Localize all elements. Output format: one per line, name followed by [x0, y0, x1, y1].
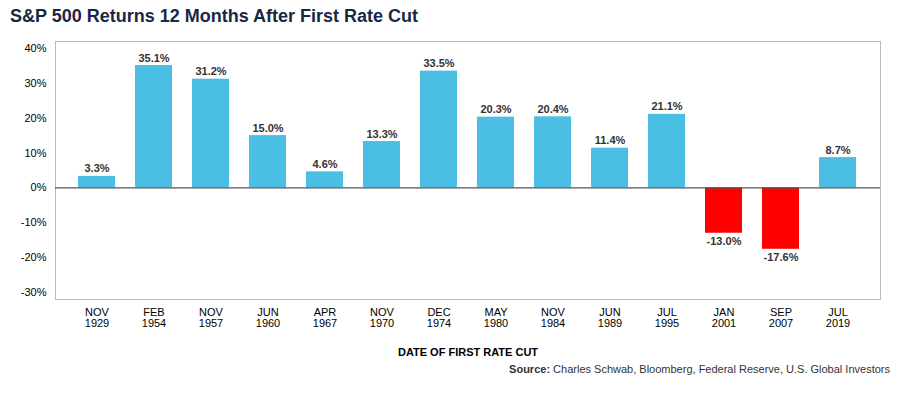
svg-text:0%: 0%: [31, 181, 47, 193]
svg-text:20.3%: 20.3%: [480, 103, 511, 115]
svg-text:-17.6%: -17.6%: [764, 251, 799, 263]
svg-text:11.4%: 11.4%: [595, 134, 626, 146]
svg-text:13.3%: 13.3%: [366, 128, 397, 140]
svg-text:NOV1984: NOV1984: [541, 306, 566, 329]
svg-text:-30%: -30%: [21, 286, 47, 298]
svg-text:DATE OF FIRST RATE CUT: DATE OF FIRST RATE CUT: [398, 346, 538, 358]
svg-text:JAN2001: JAN2001: [712, 306, 736, 329]
svg-text:NOV1957: NOV1957: [199, 306, 224, 329]
html-text:S&P 500 Returns 12 Months Afte: S&P 500 Returns 12 Months After First Ra…: [10, 6, 419, 26]
svg-text:DEC1974: DEC1974: [427, 306, 451, 329]
svg-text:15.0%: 15.0%: [252, 122, 283, 134]
svg-text:8.7%: 8.7%: [825, 144, 850, 156]
svg-text:31.2%: 31.2%: [195, 65, 226, 77]
svg-text:-10%: -10%: [21, 216, 47, 228]
svg-text:40%: 40%: [24, 42, 46, 54]
svg-text:NOV1970: NOV1970: [370, 306, 395, 329]
svg-text:-13.0%: -13.0%: [707, 235, 742, 247]
html-text:Source: Charles Schwab, Bloomb: Source: Charles Schwab, Bloomberg, Feder…: [509, 363, 890, 375]
svg-text:APR1967: APR1967: [313, 306, 337, 329]
svg-text:JUL2019: JUL2019: [826, 306, 850, 329]
svg-text:33.5%: 33.5%: [423, 57, 454, 69]
svg-text:21.1%: 21.1%: [651, 100, 682, 112]
svg-text:4.6%: 4.6%: [312, 158, 337, 170]
svg-text:20.4%: 20.4%: [537, 103, 568, 115]
svg-text:30%: 30%: [24, 77, 46, 89]
svg-text:JUN1960: JUN1960: [256, 306, 280, 329]
svg-text:10%: 10%: [24, 147, 46, 159]
svg-text:MAY1980: MAY1980: [484, 306, 508, 329]
svg-text:JUN1989: JUN1989: [598, 306, 622, 329]
svg-text:FEB1954: FEB1954: [142, 306, 166, 329]
svg-text:-20%: -20%: [21, 251, 47, 263]
svg-text:JUL1995: JUL1995: [655, 306, 679, 329]
svg-text:35.1%: 35.1%: [138, 52, 169, 64]
svg-text:20%: 20%: [24, 112, 46, 124]
svg-text:NOV1929: NOV1929: [85, 306, 110, 329]
svg-text:3.3%: 3.3%: [84, 162, 109, 174]
svg-text:SEP2007: SEP2007: [769, 306, 793, 329]
